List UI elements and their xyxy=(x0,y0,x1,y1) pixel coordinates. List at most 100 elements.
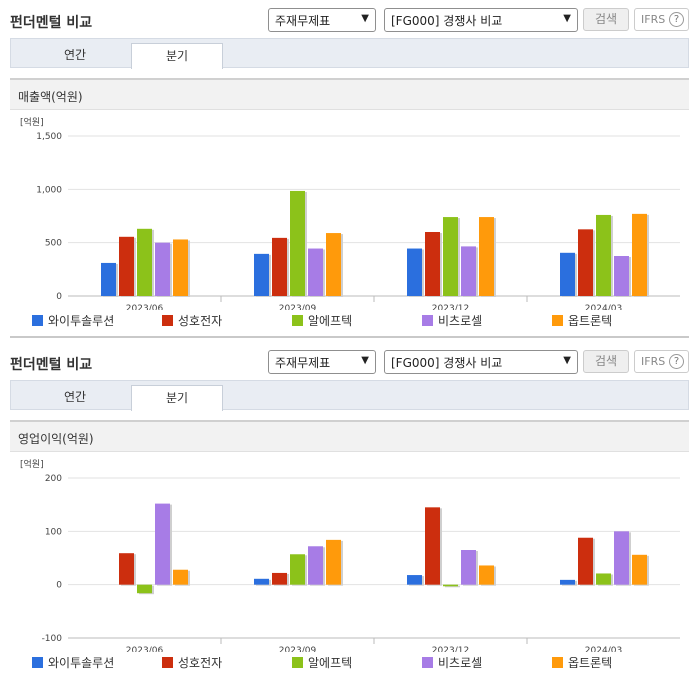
x-tick-label: 2023/12 xyxy=(432,304,469,310)
bar xyxy=(614,531,629,585)
legend-item[interactable]: 비츠로셀 xyxy=(422,312,482,329)
legend-swatch xyxy=(552,657,563,668)
bar xyxy=(443,584,458,587)
legend-item[interactable]: 알에프텍 xyxy=(292,312,352,329)
legend-item[interactable]: 와이투솔루션 xyxy=(32,654,114,671)
bar xyxy=(290,190,305,296)
search-button[interactable]: 검색 xyxy=(583,8,629,31)
legend-item[interactable]: 알에프텍 xyxy=(292,654,352,671)
y-tick-label: 0 xyxy=(56,292,62,302)
bar xyxy=(461,550,476,585)
bar xyxy=(632,554,647,585)
legend-item[interactable]: 성호전자 xyxy=(162,312,222,329)
unit-label: [억원] xyxy=(20,458,44,470)
panel-title: 펀더멘털 비교 xyxy=(10,357,93,373)
legend-swatch xyxy=(292,315,303,326)
legend-label: 와이투솔루션 xyxy=(48,656,115,670)
legend-label: 옵트론텍 xyxy=(568,314,613,328)
bar xyxy=(614,256,629,296)
legend-item[interactable]: 성호전자 xyxy=(162,654,222,671)
legend-swatch xyxy=(162,657,173,668)
bar xyxy=(596,214,611,296)
x-tick-label: 2023/12 xyxy=(432,646,469,652)
statement-select-value: 주재무제표 xyxy=(275,356,331,370)
y-tick-label: 1,500 xyxy=(36,132,62,142)
panel-title: 펀더멘털 비교 xyxy=(10,15,93,31)
ifrs-label: IFRS xyxy=(641,355,666,368)
legend-label: 알에프텍 xyxy=(308,314,353,328)
chevron-down-icon: ▼ xyxy=(361,13,369,24)
bar xyxy=(632,213,647,296)
tab-quarterly[interactable]: 분기 xyxy=(131,43,223,69)
bar xyxy=(173,569,188,585)
bar xyxy=(272,572,287,585)
legend-label: 비츠로셀 xyxy=(438,656,483,670)
y-tick-label: 1,000 xyxy=(36,185,62,195)
chevron-down-icon: ▼ xyxy=(563,355,571,366)
bar xyxy=(137,584,152,594)
x-tick-label: 2023/09 xyxy=(279,646,317,652)
search-button[interactable]: 검색 xyxy=(583,350,629,373)
bar xyxy=(119,553,134,585)
legend-item[interactable]: 비츠로셀 xyxy=(422,654,482,671)
panel-header: 펀더멘털 비교 주재무제표 ▼ [FG000] 경쟁사 비교 ▼ 검색 IFRS… xyxy=(0,342,696,380)
section-title: 영업이익(억원) xyxy=(10,420,689,452)
bar xyxy=(407,575,422,585)
tab-annual[interactable]: 연간 xyxy=(63,390,87,404)
revenue-chart: [억원] 0 500 1,000 1,500 2023/06 2023/09 2023/12 2… xyxy=(20,116,680,310)
panel-header: 펀더멘털 비교 주재무제표 ▼ [FG000] 경쟁사 비교 ▼ 검색 IFRS… xyxy=(0,0,696,38)
bar xyxy=(479,565,494,585)
legend-swatch xyxy=(292,657,303,668)
legend-item[interactable]: 옵트론텍 xyxy=(552,654,612,671)
chevron-down-icon: ▼ xyxy=(563,13,571,24)
legend-item[interactable]: 와이투솔루션 xyxy=(32,312,114,329)
operating-profit-chart: [억원] -100 0 100 200 2023/06 2023/09 2023/12 2024… xyxy=(20,458,680,652)
legend-label: 비츠로셀 xyxy=(438,314,483,328)
bar xyxy=(308,248,323,296)
legend-swatch xyxy=(422,315,433,326)
compare-select-value: [FG000] 경쟁사 비교 xyxy=(391,14,503,28)
compare-select[interactable]: [FG000] 경쟁사 비교 ▼ xyxy=(384,8,578,32)
x-tick-label: 2024/03 xyxy=(585,304,622,310)
y-tick-label: 100 xyxy=(45,527,62,537)
compare-select[interactable]: [FG000] 경쟁사 비교 ▼ xyxy=(384,350,578,374)
panel-revenue: 펀더멘털 비교 주재무제표 ▼ [FG000] 경쟁사 비교 ▼ 검색 IFRS… xyxy=(0,0,696,338)
legend-swatch xyxy=(552,315,563,326)
bar xyxy=(119,236,134,296)
tab-annual[interactable]: 연간 xyxy=(63,48,87,62)
section-title: 매출액(억원) xyxy=(10,78,689,110)
ifrs-button[interactable]: IFRS ? xyxy=(634,8,689,31)
help-icon[interactable]: ? xyxy=(669,354,684,369)
bar xyxy=(443,217,458,296)
x-tick-label: 2024/03 xyxy=(585,646,622,652)
help-icon[interactable]: ? xyxy=(669,12,684,27)
period-tabs: 연간 분기 xyxy=(10,38,689,69)
y-tick-label: -100 xyxy=(42,634,63,644)
legend-item[interactable]: 옵트론텍 xyxy=(552,312,612,329)
bar xyxy=(425,507,440,585)
legend-swatch xyxy=(162,315,173,326)
bar xyxy=(272,237,287,296)
x-tick-label: 2023/09 xyxy=(279,304,317,310)
statement-select[interactable]: 주재무제표 ▼ xyxy=(268,8,376,32)
statement-select-value: 주재무제표 xyxy=(275,14,331,28)
y-tick-label: 500 xyxy=(45,239,62,249)
bar xyxy=(560,579,575,585)
bar xyxy=(173,239,188,296)
bar xyxy=(461,246,476,296)
ifrs-button[interactable]: IFRS ? xyxy=(634,350,689,373)
y-tick-label: 200 xyxy=(45,474,62,484)
ifrs-label: IFRS xyxy=(641,13,666,26)
chart-legend: 와이투솔루션 성호전자 알에프텍 비츠로셀 옵트론텍 xyxy=(0,312,696,332)
bar xyxy=(326,539,341,585)
tab-quarterly[interactable]: 분기 xyxy=(131,385,223,411)
bar xyxy=(155,242,170,296)
bar xyxy=(308,546,323,585)
legend-label: 성호전자 xyxy=(178,656,223,670)
y-tick-label: 0 xyxy=(56,581,62,591)
statement-select[interactable]: 주재무제표 ▼ xyxy=(268,350,376,374)
legend-swatch xyxy=(422,657,433,668)
legend-swatch xyxy=(32,315,43,326)
x-tick-label: 2023/06 xyxy=(126,304,164,310)
bar xyxy=(596,573,611,585)
